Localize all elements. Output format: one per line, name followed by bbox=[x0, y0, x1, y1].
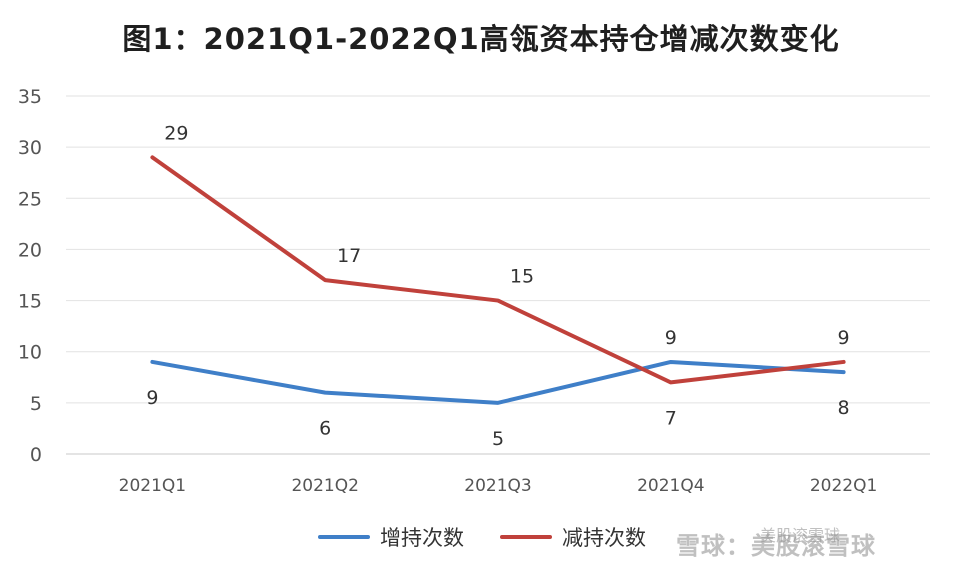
data-label: 9 bbox=[146, 387, 158, 409]
data-label: 8 bbox=[838, 397, 850, 419]
y-tick-label: 10 bbox=[18, 342, 42, 364]
y-tick-label: 30 bbox=[18, 137, 42, 159]
legend-swatch-increase bbox=[318, 535, 370, 539]
data-label: 17 bbox=[337, 245, 361, 267]
data-label: 6 bbox=[319, 418, 331, 440]
watermark-top-text: 美股滚雪球 bbox=[760, 526, 841, 545]
y-tick-label: 0 bbox=[30, 444, 42, 466]
x-tick-label: 2021Q4 bbox=[637, 476, 704, 496]
y-tick-label: 15 bbox=[18, 291, 42, 313]
data-label: 29 bbox=[164, 122, 188, 144]
y-tick-label: 5 bbox=[30, 393, 42, 415]
legend-item-decrease: 减持次数 bbox=[500, 522, 646, 552]
data-label: 5 bbox=[492, 428, 504, 450]
watermark-text: 雪球：美股滚雪球 bbox=[676, 532, 876, 560]
x-tick-label: 2021Q3 bbox=[464, 476, 531, 496]
legend-swatch-decrease bbox=[500, 535, 552, 539]
x-tick-label: 2021Q2 bbox=[291, 476, 358, 496]
series-line-0 bbox=[150, 359, 846, 405]
x-tick-label: 2021Q1 bbox=[119, 476, 186, 496]
series-line-1 bbox=[150, 155, 846, 385]
data-label: 7 bbox=[665, 407, 677, 429]
y-tick-label: 25 bbox=[18, 188, 42, 210]
legend-label-increase: 增持次数 bbox=[380, 526, 464, 550]
data-label: 15 bbox=[510, 266, 534, 288]
data-label: 9 bbox=[838, 327, 850, 349]
data-label: 9 bbox=[665, 327, 677, 349]
legend-item-increase: 增持次数 bbox=[318, 522, 464, 552]
chart-title: 图1：2021Q1-2022Q1高瓴资本持仓增减次数变化 bbox=[122, 22, 840, 56]
legend-label-decrease: 减持次数 bbox=[562, 526, 646, 550]
y-tick-label: 20 bbox=[18, 239, 42, 261]
x-tick-label: 2022Q1 bbox=[810, 476, 877, 496]
y-tick-label: 35 bbox=[18, 86, 42, 108]
